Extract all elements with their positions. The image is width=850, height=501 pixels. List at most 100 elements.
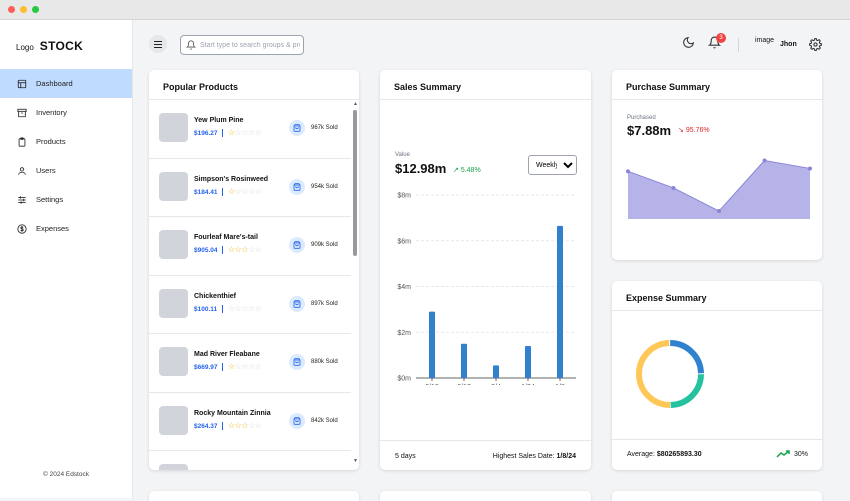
product-thumbnail	[159, 230, 188, 259]
card-stub	[149, 491, 359, 501]
star-icon: ☆	[228, 420, 235, 430]
bar[interactable]	[461, 343, 467, 378]
price-divider	[222, 187, 223, 196]
price-divider	[222, 246, 223, 254]
product-row[interactable]: Rocky Mountain Zinnia $264.37 ☆☆☆☆☆ 842k So…	[149, 393, 351, 451]
product-row[interactable]: Chickenthief $100.11 ☆☆☆☆☆ 897k Sold	[149, 276, 351, 334]
sales-period-days: 5 days	[395, 453, 416, 460]
moon-icon[interactable]	[682, 36, 695, 49]
star-icon: ☆	[248, 186, 255, 196]
clipboard-icon	[18, 136, 26, 147]
star-icon: ☆	[254, 303, 262, 313]
card-title: Purchase Summary	[626, 82, 711, 92]
brand[interactable]: Logo STOCK	[16, 39, 83, 53]
dollar-circle-icon	[17, 223, 27, 234]
scroll-down-icon[interactable]: ▼	[353, 458, 358, 464]
highest-sales-value: 1/8/24	[556, 453, 576, 460]
scrollbar[interactable]: ▲ ▼	[352, 100, 358, 468]
sidebar-item-products[interactable]: Products	[0, 127, 132, 156]
product-rating: ☆☆☆☆☆	[228, 303, 262, 313]
bar[interactable]	[557, 225, 563, 378]
card-title: Popular Products	[163, 82, 239, 92]
search-box[interactable]	[180, 35, 304, 55]
data-point[interactable]	[626, 169, 630, 174]
gear-icon[interactable]	[809, 38, 822, 51]
sales-change: ↗ 5.48%	[453, 166, 481, 174]
sidebar-item-dashboard[interactable]: Dashboard	[0, 69, 132, 98]
sidebar-item-inventory[interactable]: Inventory	[0, 98, 132, 127]
purchase-change: ↘ 95.76%	[678, 126, 710, 135]
star-icon: ☆	[241, 303, 249, 313]
product-sold: 842k Sold	[311, 417, 338, 424]
period-select[interactable]: DailyWeeklyMonthly	[528, 155, 577, 175]
top-bar: 3 image Jhon	[133, 20, 850, 70]
y-tick-label: $4m	[397, 284, 411, 291]
product-sold: 954k Sold	[311, 183, 338, 190]
donut-segment[interactable]	[636, 340, 704, 408]
bar[interactable]	[429, 311, 435, 378]
star-icon: ☆	[228, 128, 235, 137]
close-window-button[interactable]	[8, 6, 15, 13]
bar[interactable]	[493, 365, 499, 378]
highest-sales-date: Highest Sales Date: 1/8/24	[493, 453, 576, 460]
star-icon: ☆	[228, 186, 235, 196]
shopping-bag-icon	[293, 416, 301, 425]
price-divider	[222, 421, 223, 430]
product-sold: 880k Sold	[311, 359, 338, 365]
cart-button[interactable]	[289, 412, 305, 429]
product-price: $184.41	[194, 188, 218, 196]
scrollbar-thumb[interactable]	[353, 110, 357, 256]
x-tick-label: 3/13	[425, 384, 439, 385]
card-title: Sales Summary	[394, 82, 462, 92]
expense-change: 30%	[776, 450, 808, 458]
cart-button[interactable]	[289, 354, 305, 370]
price-divider	[222, 363, 223, 371]
divider	[612, 310, 822, 311]
product-sold: 967k Sold	[311, 125, 338, 131]
data-point[interactable]	[717, 209, 721, 214]
sidebar-item-settings[interactable]: Settings	[0, 185, 132, 214]
divider	[612, 99, 822, 100]
divider	[612, 439, 822, 440]
product-row[interactable]: Yew Plum Pine $196.27 ☆☆☆☆☆ 967k Sold	[149, 100, 351, 159]
product-rating: ☆☆☆☆☆	[228, 245, 262, 254]
popular-products-card: Popular Products Yew Plum Pine $196.27 ☆☆☆…	[149, 70, 359, 470]
star-icon: ☆	[228, 303, 235, 313]
card-stub	[612, 491, 822, 501]
search-input[interactable]	[200, 41, 300, 49]
minimize-window-button[interactable]	[20, 6, 27, 13]
product-row[interactable]	[149, 451, 351, 470]
sidebar-item-users[interactable]: Users	[0, 156, 132, 185]
cart-button[interactable]	[289, 120, 305, 136]
product-rating: ☆☆☆☆☆	[228, 420, 262, 430]
product-row[interactable]: Fourleaf Mare's-tail $905.04 ☆☆☆☆☆ 909k Sol…	[149, 217, 351, 276]
card-stub	[380, 491, 591, 501]
maximize-window-button[interactable]	[32, 6, 39, 13]
cart-button[interactable]	[289, 237, 305, 253]
data-point[interactable]	[808, 166, 812, 171]
product-row[interactable]: Mad River Fleabane $669.97 ☆☆☆☆☆ 880k Sold	[149, 334, 351, 393]
data-point[interactable]	[671, 185, 676, 190]
scroll-up-icon[interactable]: ▲	[353, 101, 358, 107]
star-icon: ☆	[234, 420, 242, 430]
star-icon: ☆	[248, 303, 255, 313]
product-thumbnail	[159, 347, 188, 376]
user-name[interactable]: Jhon	[780, 41, 797, 48]
avatar[interactable]: image	[755, 37, 775, 44]
bar[interactable]	[525, 345, 531, 378]
divider	[380, 440, 591, 441]
star-icon: ☆	[248, 245, 255, 254]
product-row[interactable]: Simpson's Rosinweed $184.41 ☆☆☆☆☆ 954k Sold	[149, 159, 351, 217]
expense-summary-card: Expense Summary Average: $80265893.30 30…	[612, 281, 822, 470]
sidebar-footer: © 2024 Edstock	[43, 471, 89, 478]
menu-toggle-button[interactable]	[149, 35, 167, 53]
expense-average-label: Average:	[627, 451, 655, 458]
sidebar-item-expenses[interactable]: Expenses	[0, 214, 132, 243]
star-icon: ☆	[248, 128, 255, 137]
cart-button[interactable]	[289, 178, 305, 195]
cart-button[interactable]	[289, 295, 305, 312]
sales-change-value: 5.48%	[460, 167, 481, 174]
notification-bell-icon[interactable]	[708, 36, 721, 49]
data-point[interactable]	[762, 158, 767, 163]
